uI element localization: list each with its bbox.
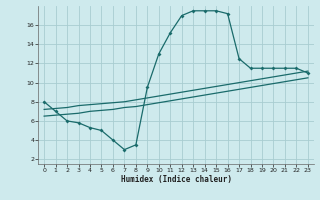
X-axis label: Humidex (Indice chaleur): Humidex (Indice chaleur) <box>121 175 231 184</box>
